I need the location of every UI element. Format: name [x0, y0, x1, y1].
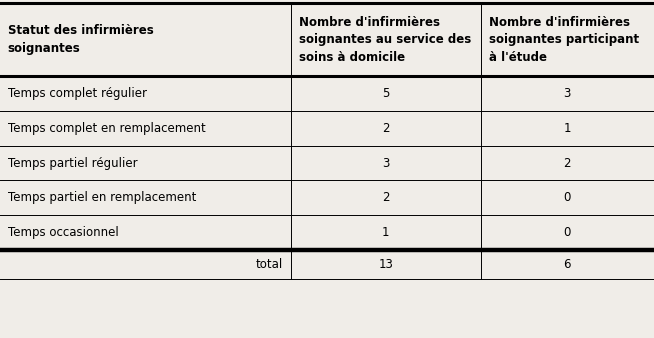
Text: 3: 3 [564, 87, 571, 100]
Text: 0: 0 [564, 191, 571, 204]
Text: Temps partiel régulier: Temps partiel régulier [8, 156, 137, 170]
Text: 1: 1 [564, 122, 571, 135]
Text: 6: 6 [564, 258, 571, 271]
Text: 2: 2 [564, 156, 571, 170]
Text: total: total [256, 258, 283, 271]
Text: 5: 5 [382, 87, 390, 100]
Text: Nombre d'infirmières
soignantes au service des
soins à domicile: Nombre d'infirmières soignantes au servi… [299, 16, 471, 64]
Text: 2: 2 [382, 122, 390, 135]
Text: 13: 13 [379, 258, 393, 271]
Text: Temps occasionnel: Temps occasionnel [8, 226, 118, 239]
Text: 3: 3 [382, 156, 390, 170]
Text: Statut des infirmières
soignantes: Statut des infirmières soignantes [8, 24, 154, 55]
Text: Temps complet régulier: Temps complet régulier [8, 87, 147, 100]
Text: 0: 0 [564, 226, 571, 239]
Text: 2: 2 [382, 191, 390, 204]
Text: Nombre d'infirmières
soignantes participant
à l'étude: Nombre d'infirmières soignantes particip… [489, 16, 639, 64]
Text: 1: 1 [382, 226, 390, 239]
Text: Temps partiel en remplacement: Temps partiel en remplacement [8, 191, 196, 204]
Text: Temps complet en remplacement: Temps complet en remplacement [8, 122, 205, 135]
